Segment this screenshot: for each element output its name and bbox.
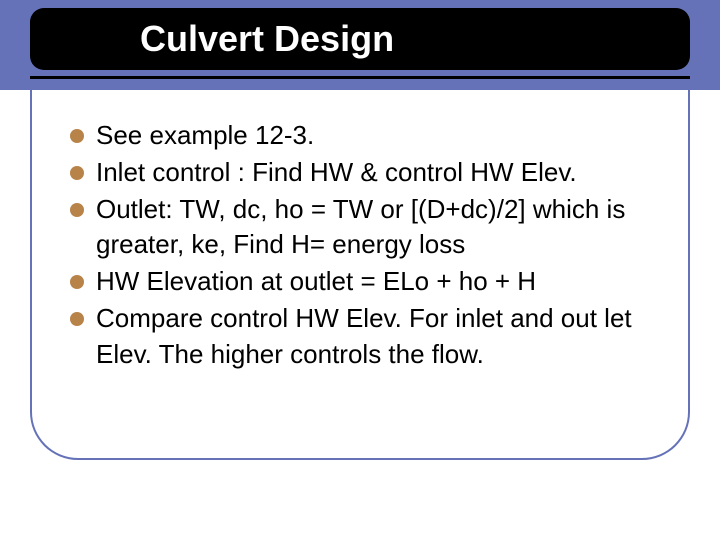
list-item: HW Elevation at outlet = ELo + ho + H: [70, 264, 656, 299]
content-frame: See example 12-3. Inlet control : Find H…: [30, 90, 690, 460]
slide-title: Culvert Design: [140, 18, 394, 60]
header-divider: [30, 76, 690, 79]
list-item: Inlet control : Find HW & control HW Ele…: [70, 155, 656, 190]
list-item: Compare control HW Elev. For inlet and o…: [70, 301, 656, 371]
bullet-list: See example 12-3. Inlet control : Find H…: [70, 118, 656, 372]
list-item: Outlet: TW, dc, ho = TW or [(D+dc)/2] wh…: [70, 192, 656, 262]
list-item: See example 12-3.: [70, 118, 656, 153]
title-pill: Culvert Design: [30, 8, 690, 70]
